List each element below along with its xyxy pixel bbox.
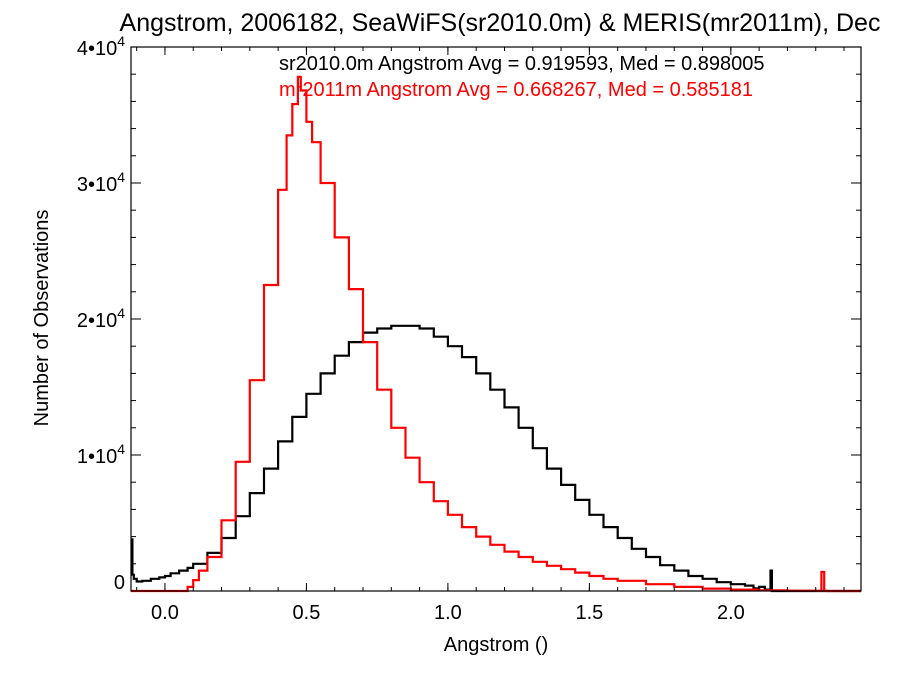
y-tick-label: 0 xyxy=(114,572,125,594)
y-tick-label: 1•104 xyxy=(77,441,125,468)
x-axis-label: Angstrom () xyxy=(444,634,548,656)
series-1-line xyxy=(131,75,861,593)
series-0-line xyxy=(131,324,861,593)
x-tick-label: 1.5 xyxy=(575,602,603,624)
annotation-black: sr2010.0m Angstrom Avg = 0.919593, Med =… xyxy=(279,53,765,75)
x-tick-label: 1.0 xyxy=(434,602,462,624)
x-tick-label: 0.0 xyxy=(151,602,179,624)
chart-title: Angstrom, 2006182, SeaWiFS(sr2010.0m) & … xyxy=(120,9,881,37)
y-tick-label: 3•104 xyxy=(77,169,125,196)
annotation-red: mr2011m Angstrom Avg = 0.668267, Med = 0… xyxy=(279,79,753,101)
x-tick-label: 2.0 xyxy=(717,602,745,624)
plot-frame xyxy=(130,46,862,592)
y-tick-label: 2•104 xyxy=(77,305,125,332)
x-tick-label: 0.5 xyxy=(293,602,321,624)
y-axis-label: Number of Observations xyxy=(31,210,53,427)
y-tick-label: 4•104 xyxy=(77,33,125,60)
